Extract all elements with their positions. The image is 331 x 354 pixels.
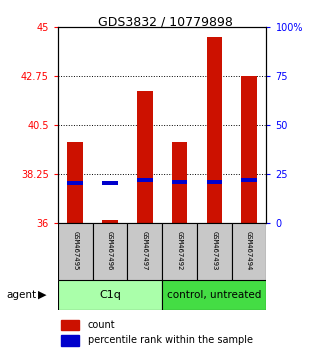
Bar [162,223,197,280]
Bar [207,38,222,223]
Bar [207,179,222,183]
Bar [102,181,118,184]
Bar [61,320,78,330]
Text: GSM467495: GSM467495 [72,230,78,270]
Bar [232,223,266,280]
Bar [68,142,83,223]
Text: GSM467494: GSM467494 [246,230,252,270]
Bar [127,223,162,280]
Bar [162,280,266,310]
Bar [172,142,187,223]
Bar [137,178,153,182]
Text: GSM467492: GSM467492 [176,230,183,270]
Bar [172,179,187,183]
Text: percentile rank within the sample: percentile rank within the sample [88,335,253,346]
Text: GSM467493: GSM467493 [211,230,217,270]
Bar [58,280,162,310]
Bar [93,223,127,280]
Bar [58,223,93,280]
Text: ▶: ▶ [38,290,47,299]
Bar [68,181,83,184]
Text: agent: agent [7,290,37,299]
Text: GSM467497: GSM467497 [142,230,148,270]
Text: GSM467496: GSM467496 [107,230,113,270]
Bar [241,178,257,182]
Text: count: count [88,320,115,330]
Bar [197,223,232,280]
Text: C1q: C1q [99,290,121,300]
Bar [61,335,78,346]
Bar [102,220,118,223]
Bar [241,76,257,223]
Text: GDS3832 / 10779898: GDS3832 / 10779898 [98,16,233,29]
Text: control, untreated: control, untreated [167,290,261,300]
Bar [137,91,153,223]
